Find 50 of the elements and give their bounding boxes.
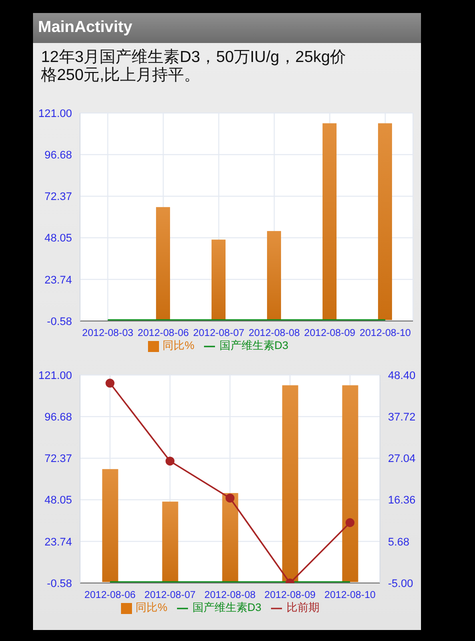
legend-label: 国产维生素D3: [192, 602, 262, 614]
x-tick-label: 2012-08-03: [82, 328, 134, 340]
point: [346, 518, 354, 528]
bar: [102, 469, 118, 582]
y-tick-label: -0.58: [46, 578, 72, 590]
y2-tick-label: 16.36: [388, 494, 416, 507]
point: [106, 378, 114, 388]
chart-title: MainActivity: [38, 19, 132, 37]
x-tick-label: 2012-08-08: [204, 590, 256, 602]
y2-tick-label: 48.40: [388, 370, 416, 382]
legend-label: 国产维生素D3: [219, 340, 288, 352]
y2-tick-label: 27.04: [388, 453, 416, 466]
x-tick-label: 2012-08-06: [138, 328, 190, 340]
y-tick-label: 96.68: [44, 150, 72, 162]
y-tick-label: 23.74: [44, 536, 72, 548]
y2-tick-label: 5.68: [388, 536, 410, 548]
y-tick-label: 23.74: [44, 274, 72, 286]
bar: [162, 502, 178, 582]
y-tick-label: 96.68: [44, 412, 72, 424]
legend-label: 比前期: [286, 602, 320, 614]
y-tick-label: 121.00: [38, 370, 72, 382]
bar: [378, 123, 392, 320]
y-tick-label: 72.37: [44, 191, 72, 204]
point: [226, 494, 234, 503]
x-tick-label: 2012-08-08: [248, 328, 300, 340]
x-tick-label: 2012-08-09: [264, 590, 316, 602]
y-tick-label: -0.58: [46, 316, 72, 328]
y2-tick-label: 37.72: [388, 412, 416, 424]
x-tick-label: 2012-08-09: [304, 328, 356, 340]
y-tick-label: 48.05: [44, 232, 72, 245]
bar: [212, 240, 226, 320]
x-tick-label: 2012-08-10: [324, 590, 376, 602]
legend-label: 同比%: [162, 340, 194, 352]
bar: [282, 385, 298, 582]
bar: [156, 207, 170, 320]
y-tick-label: 121.00: [38, 108, 72, 120]
x-tick-label: 2012-08-10: [360, 328, 412, 340]
x-tick-label: 2012-08-07: [193, 328, 245, 340]
point: [166, 456, 174, 466]
bar: [267, 231, 282, 320]
y2-tick-label: -5.00: [388, 578, 414, 590]
y-tick-label: 72.37: [44, 453, 72, 466]
bar: [322, 123, 337, 320]
x-tick-label: 2012-08-06: [84, 590, 136, 602]
x-tick-label: 2012-08-07: [144, 590, 196, 602]
bar: [222, 493, 238, 582]
y-tick-label: 48.05: [44, 494, 72, 507]
bar: [342, 385, 358, 582]
chart-subtitle: 12年3月国产维生素D3，50万IU/g，25kg价格250元,比上月持平。: [41, 49, 347, 86]
legend-label: 同比%: [136, 602, 168, 614]
